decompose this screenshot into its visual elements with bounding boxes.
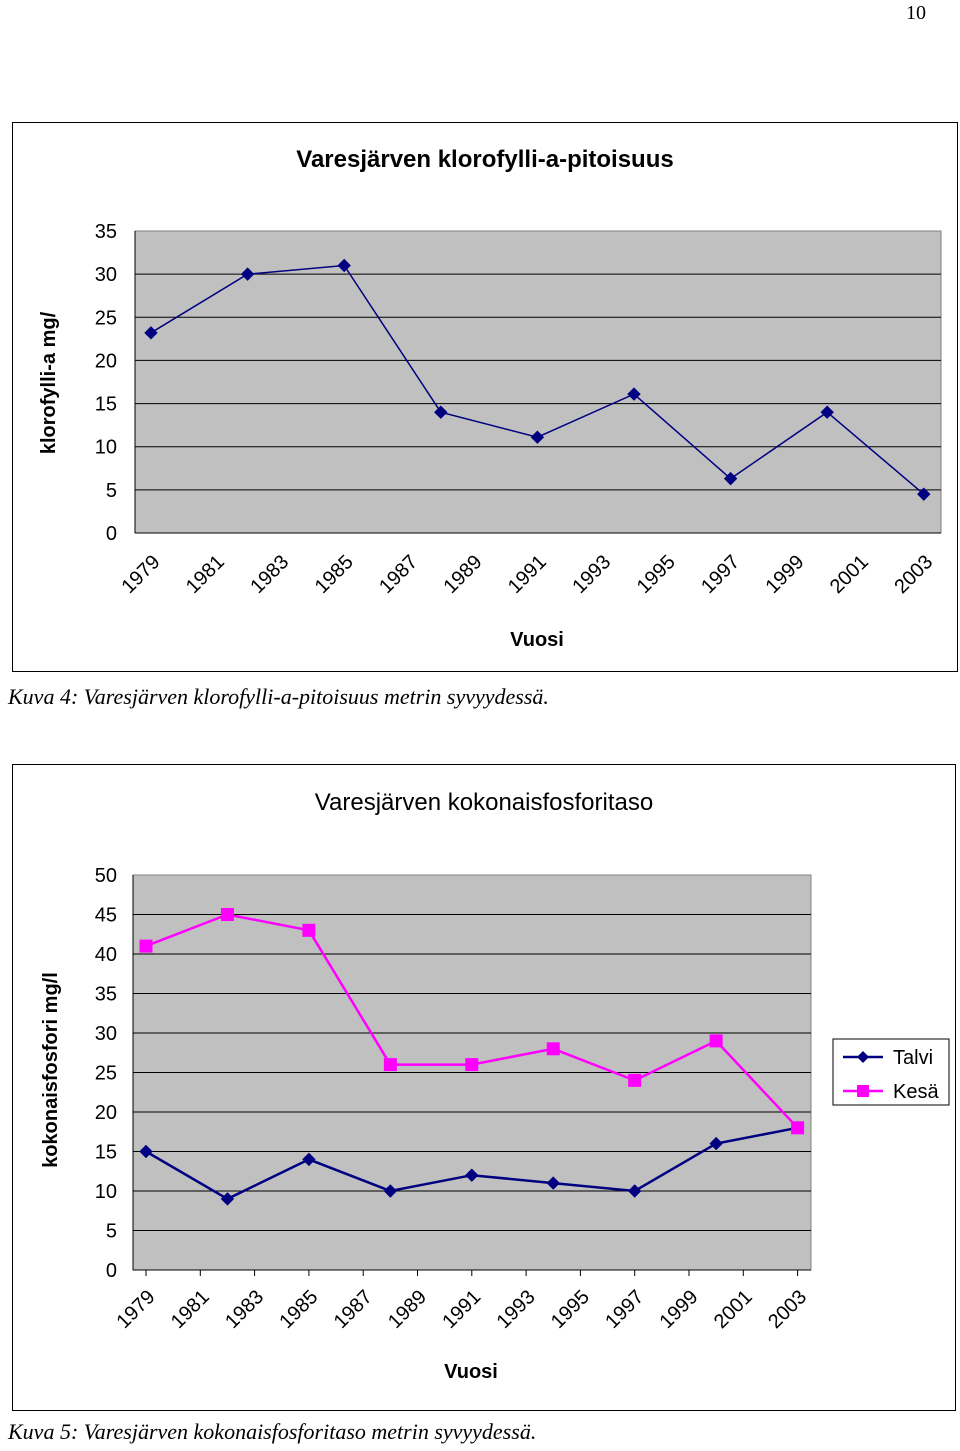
data-point-diamond — [546, 1176, 560, 1190]
x-tick-label: 1999 — [762, 551, 809, 598]
x-tick-label: 1979 — [113, 1286, 160, 1333]
data-point-diamond — [917, 487, 931, 501]
plot-area — [134, 230, 942, 534]
data-point-diamond — [627, 1184, 642, 1198]
data-point-diamond — [240, 267, 255, 281]
y-tick-label: 20 — [95, 1102, 117, 1124]
x-tick-label: 1979 — [118, 551, 165, 598]
data-point-square — [139, 939, 153, 953]
data-point-square — [465, 1058, 479, 1072]
y-tick-label: 0 — [106, 1260, 117, 1282]
x-tick-label: 1991 — [438, 1286, 485, 1333]
legend-label-1: Kesä — [893, 1081, 939, 1103]
chart-klorofylli: Varesjärven klorofylli-a-pitoisuus 0 5 10 15… — [38, 146, 942, 651]
y-tick-label: 35 — [95, 221, 117, 243]
y-tick-label: 50 — [95, 865, 117, 887]
data-point-diamond — [220, 1192, 235, 1206]
data-point-square — [709, 1034, 723, 1048]
y-tick-label: 15 — [95, 1142, 117, 1164]
legend-marker-diamond — [857, 1051, 869, 1063]
y-tick-label: 35 — [95, 984, 117, 1006]
chart-klorofylli-frame: Varesjärven klorofylli-a-pitoisuus 0 5 10 15… — [12, 122, 958, 672]
chart-kokonaisfosfori: Varesjärven kokonaisfosforitaso 0 5 10 15 20 2… — [40, 789, 950, 1383]
x-tick-label: 1999 — [656, 1286, 703, 1333]
x-tick-label: 1989 — [440, 551, 487, 598]
y-axis-label: klorofylli-a mg/ — [38, 311, 60, 454]
page-number: 10 — [906, 2, 926, 24]
data-point-diamond — [627, 387, 641, 401]
y-tick-label: 30 — [95, 1023, 117, 1045]
data-point-diamond — [709, 1136, 723, 1151]
data-point-square — [302, 923, 316, 937]
data-point-diamond — [723, 471, 738, 486]
y-axis-label: kokonaisfosfori mg/l — [40, 972, 62, 1168]
x-tick-label: 1993 — [493, 1286, 540, 1333]
x-tick-label: 1989 — [384, 1286, 431, 1333]
data-point-square — [791, 1121, 805, 1135]
x-tick-label: 1983 — [221, 1286, 268, 1333]
data-point-diamond — [383, 1184, 398, 1198]
x-axis-label: Vuosi — [444, 1361, 498, 1383]
x-tick-label: 1991 — [504, 551, 551, 598]
y-tick-label: 20 — [95, 350, 117, 372]
legend-label-0: Talvi — [893, 1047, 933, 1069]
chart-kokonaisfosfori-frame: Varesjärven kokonaisfosforitaso 0 5 10 15 20 2… — [12, 764, 956, 1411]
figure-caption-5: Kuva 5: Varesjärven kokonaisfosforitaso … — [8, 1419, 537, 1444]
y-tick-label: 25 — [95, 307, 117, 329]
data-point-diamond — [530, 430, 545, 444]
y-tick-label: 45 — [95, 905, 117, 927]
x-axis-label: Vuosi — [510, 629, 564, 651]
y-tick-label: 25 — [95, 1063, 117, 1085]
data-point-square — [383, 1058, 397, 1072]
data-point-square — [546, 1042, 560, 1056]
y-tick-label: 40 — [95, 944, 117, 966]
x-tick-label: 1985 — [275, 1286, 322, 1333]
data-point-diamond — [820, 405, 834, 419]
x-tick-label: 2003 — [890, 551, 937, 598]
x-tick-label: 1995 — [547, 1286, 594, 1333]
x-tick-label: 1993 — [568, 551, 615, 598]
y-tick-label: 0 — [106, 523, 117, 545]
data-point-square — [220, 908, 234, 921]
x-tick-label: 1997 — [697, 551, 744, 598]
x-tick-label: 1985 — [311, 551, 358, 598]
x-tick-label: 1981 — [182, 551, 229, 598]
y-tick-label: 30 — [95, 264, 117, 286]
y-tick-label: 5 — [106, 1221, 117, 1243]
y-tick-label: 5 — [106, 480, 117, 502]
data-point-diamond — [144, 326, 158, 340]
x-tick-label: 1983 — [246, 551, 293, 598]
chart-title: Varesjärven klorofylli-a-pitoisuus — [296, 146, 673, 173]
x-tick-label: 1987 — [375, 551, 422, 598]
figure-caption-4: Kuva 4: Varesjärven klorofylli-a-pitoisu… — [8, 684, 549, 709]
y-tick-label: 10 — [95, 1181, 117, 1203]
data-point-diamond — [139, 1144, 153, 1159]
data-point-diamond — [465, 1168, 479, 1182]
x-tick-label: 2001 — [826, 551, 873, 598]
data-point-square — [628, 1073, 642, 1087]
data-point-diamond — [302, 1152, 316, 1167]
x-tick-label: 1997 — [601, 1286, 648, 1333]
x-tick-label: 2001 — [710, 1286, 757, 1333]
x-tick-label: 1987 — [330, 1286, 377, 1333]
x-tick-label: 2003 — [764, 1286, 811, 1333]
x-tick-label: 1995 — [633, 551, 680, 598]
y-tick-label: 15 — [95, 394, 117, 416]
legend-box — [832, 1038, 950, 1106]
data-point-diamond — [434, 405, 448, 419]
chart-title: Varesjärven kokonaisfosforitaso — [315, 789, 653, 816]
legend-marker-square — [857, 1085, 869, 1097]
y-tick-label: 10 — [95, 437, 117, 459]
data-point-diamond — [337, 258, 351, 273]
x-tick-label: 1981 — [167, 1286, 214, 1333]
